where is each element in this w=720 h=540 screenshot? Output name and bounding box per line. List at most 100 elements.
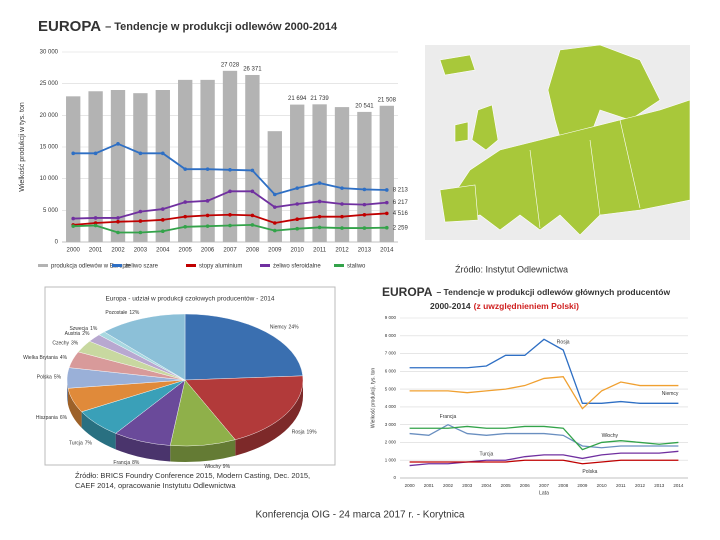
line-marker (205, 224, 210, 228)
x-tick-label: 2005 (179, 248, 193, 254)
title-sub: – Tendencje w produkcji odlewów głównych… (436, 287, 670, 297)
line-marker (205, 213, 210, 218)
x-tick-label: 2002 (443, 483, 454, 488)
line-marker (138, 151, 143, 156)
line-marker (183, 214, 187, 219)
pie-label-name: Turcja (69, 441, 83, 447)
line-marker (385, 188, 389, 192)
pie-slice (184, 313, 303, 381)
line-marker (317, 181, 322, 185)
legend-swatch (186, 264, 196, 267)
line-marker (317, 199, 322, 204)
pie-label-name: Szwecja (69, 326, 88, 332)
legend-label: staliwo (347, 264, 366, 270)
bar (155, 90, 170, 242)
x-tick-label: 2000 (67, 248, 81, 254)
legend-label: stopy aluminium (199, 264, 242, 270)
line-marker (340, 214, 344, 219)
pie-label-name: Wielka Brytania (23, 355, 58, 361)
map-land (471, 104, 499, 151)
pie-label-value: 8% (132, 460, 140, 466)
line-marker (183, 167, 187, 171)
series-label: Polska (582, 469, 597, 475)
pie-label-name: Austria (65, 331, 81, 337)
line-marker (161, 151, 165, 156)
bar-value-label: 21 694 (288, 96, 307, 102)
line-marker (250, 189, 255, 194)
chart-combo: EUROPA – Tendencje w produkcji odlewów 20… (19, 18, 338, 192)
line-marker (295, 217, 300, 221)
pie-label-value: 4% (60, 355, 68, 361)
x-tick-label: 2007 (223, 248, 237, 254)
line-marker (116, 230, 120, 235)
y-tick-label: 0 (55, 240, 59, 246)
pie-label-value: 3% (71, 341, 79, 347)
pie-label-value: 1% (90, 326, 98, 332)
map (425, 44, 691, 240)
y-tick-label: 9 000 (385, 315, 397, 320)
x-tick-label: 2014 (380, 248, 394, 254)
legend-swatch (112, 264, 122, 267)
line-value-label: 4 516 (393, 211, 409, 217)
line-marker (116, 142, 120, 146)
x-tick-label: 2003 (134, 248, 148, 254)
bar (133, 93, 148, 243)
pie-label-name: Czechy (52, 341, 69, 347)
line-value-label: 6 217 (393, 200, 409, 206)
line-marker (340, 226, 344, 230)
bar-value-label: 26 371 (243, 67, 262, 73)
line-marker (362, 212, 367, 217)
map-border (589, 139, 601, 216)
y-tick-label: 25 000 (40, 81, 59, 87)
line-marker (71, 224, 75, 228)
x-tick-label: 2010 (597, 483, 608, 488)
x-tick-label: 2001 (424, 483, 435, 488)
line-marker (93, 216, 98, 220)
bar-value-label: 21 739 (310, 96, 329, 102)
subtitle-years: 2000-2014 (430, 301, 471, 311)
line-marker (161, 218, 165, 222)
title-main: EUROPA (38, 18, 101, 35)
line-marker (273, 228, 277, 233)
map-source: Źródło: Instytut Odlewnictwa (455, 264, 568, 274)
subtitle-note: (z uwzględnieniem Polski) (474, 301, 579, 311)
pie-label-value: 19% (307, 430, 318, 436)
line-marker (317, 214, 322, 219)
y-axis-label: Wielkość produkcji w tys. ton (19, 102, 26, 192)
pie-label-name: Niemcy (270, 325, 287, 331)
x-tick-label: 2012 (635, 483, 646, 488)
series-label: Turcja (480, 452, 494, 458)
bar (66, 96, 81, 242)
x-tick-label: 2004 (481, 483, 492, 488)
line-marker (362, 202, 367, 207)
y-tick-label: 15 000 (40, 145, 59, 151)
x-tick-label: 2001 (89, 248, 103, 254)
line-marker (93, 221, 98, 225)
x-tick-label: 2013 (358, 248, 372, 254)
line-marker (295, 186, 300, 190)
chart-title: EUROPA – Tendencje w produkcji odlewów gł… (382, 285, 670, 299)
pie-source: CAEF 2014, opracowanie Instytutu Odlewni… (75, 481, 236, 490)
legend-label: żeliwo szare (125, 264, 159, 270)
pie-label-value: 5% (54, 375, 62, 381)
x-tick-label: 2009 (268, 248, 282, 254)
bar (110, 90, 126, 242)
bar (334, 107, 350, 242)
chart-title: EUROPA – Tendencje w produkcji odlewów 20… (38, 18, 338, 35)
line (409, 425, 679, 451)
bar (379, 105, 394, 242)
pie-label-value: 6% (60, 416, 68, 422)
line-marker (116, 216, 120, 220)
x-tick-label: 2007 (539, 483, 550, 488)
line-marker (138, 219, 143, 223)
legend-swatch (334, 264, 344, 267)
line-marker (93, 223, 98, 228)
bar (357, 111, 372, 242)
line-marker (317, 225, 322, 230)
bar-value-label: 27 028 (221, 62, 240, 68)
line-marker (93, 151, 98, 156)
line-marker (250, 213, 255, 218)
x-tick-label: 2006 (201, 248, 215, 254)
footer: Konferencja OIG - 24 marca 2017 r. - Kor… (256, 510, 465, 521)
pie-slice-side (67, 380, 68, 405)
